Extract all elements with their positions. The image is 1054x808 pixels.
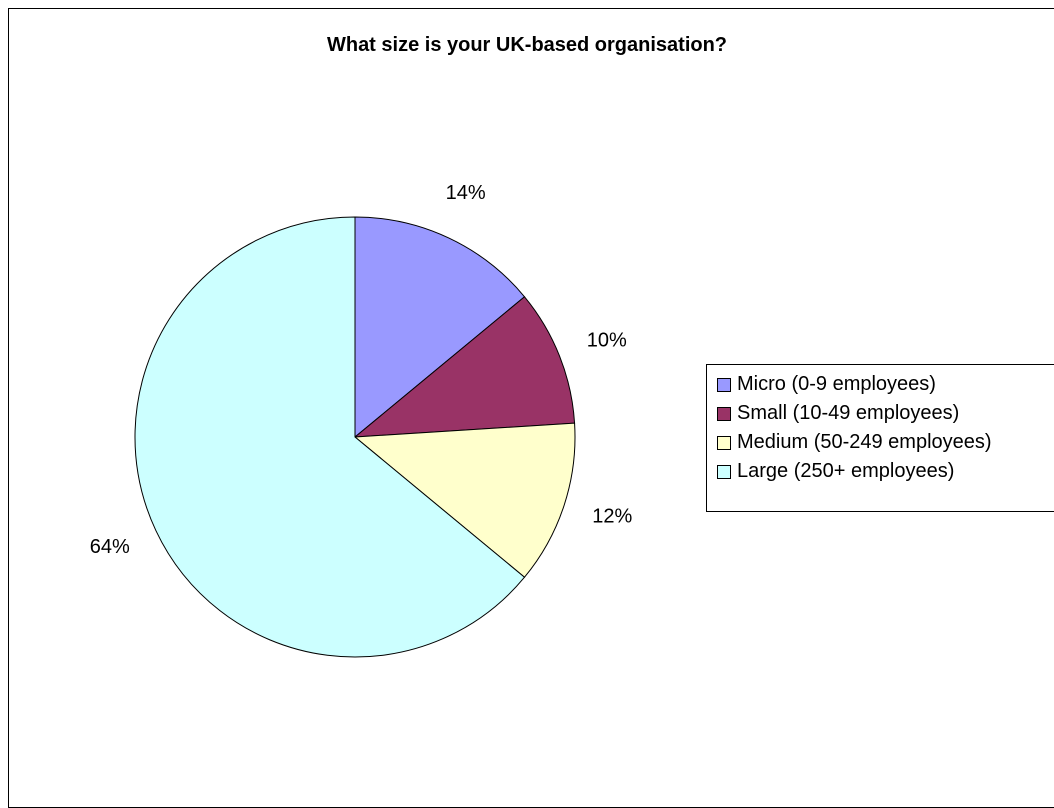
legend-item-4: Large (250+ employees): [717, 457, 1054, 486]
chart-legend: Micro (0-9 employees) Small (10-49 employ…: [706, 364, 1054, 512]
pie-slice-1: [354, 216, 526, 439]
legend-swatch: [717, 435, 731, 450]
legend-swatch: [717, 464, 731, 479]
pie-slices: [134, 216, 576, 658]
slice-label-1: 14%: [446, 182, 486, 204]
legend-swatch: [717, 377, 731, 392]
slice-label-4: 64%: [90, 536, 130, 558]
legend-item-3: Medium (50-249 employees): [717, 428, 1054, 457]
legend-label: Medium (50-249 employees): [737, 431, 992, 453]
slice-label-2: 10%: [587, 330, 627, 352]
legend-swatch: [717, 406, 731, 421]
pie-slice-4: [134, 216, 526, 658]
pie-slice-3: [353, 422, 576, 578]
legend-label: Micro (0-9 employees): [737, 373, 936, 395]
legend-item-1: Micro (0-9 employees): [717, 370, 1054, 399]
legend-item-2: Small (10-49 employees): [717, 399, 1054, 428]
pie-labels: 14% 10% 12% 64%: [90, 182, 633, 558]
slice-label-3: 12%: [592, 506, 632, 528]
pie-slice-2: [353, 296, 576, 438]
legend-label: Small (10-49 employees): [737, 402, 960, 424]
chart-title: What size is your UK-based organisation?: [326, 34, 728, 56]
legend-label: Large (250+ employees): [737, 460, 955, 482]
